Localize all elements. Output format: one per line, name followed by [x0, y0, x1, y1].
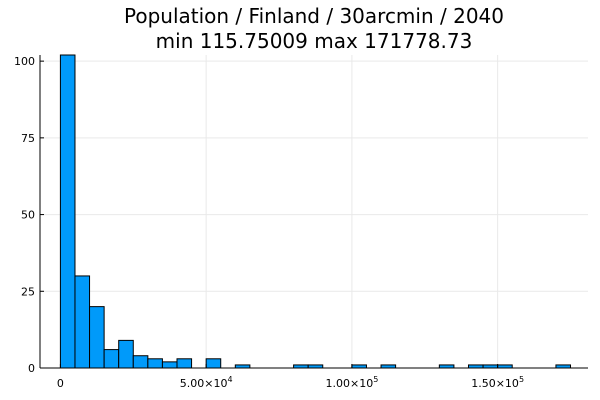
y-tick-label: 100	[14, 55, 35, 68]
histogram-bar	[176, 358, 193, 369]
y-tick-label: 0	[28, 362, 35, 375]
x-tick-label: 1.50×105	[471, 375, 524, 390]
chart-title: Population / Finland / 30arcmin / 2040	[124, 4, 504, 28]
x-tick-label: 5.00×104	[180, 375, 233, 390]
y-tick-label: 50	[21, 209, 35, 222]
histogram-bar	[118, 339, 134, 369]
histogram-bar	[147, 358, 163, 369]
histogram-bar	[103, 349, 120, 369]
x-tick-label: 0	[57, 377, 64, 390]
ticks-layer: 0 25 50 75 100 0 5.00×104 1.00×105 1.50×105	[14, 55, 524, 390]
histogram-bar	[161, 361, 178, 369]
grid-layer	[40, 55, 588, 369]
y-tick-label: 75	[21, 132, 35, 145]
histogram-bar	[59, 54, 76, 369]
bars-layer	[59, 54, 572, 369]
y-tick-label: 25	[21, 285, 35, 298]
chart-subtitle: min 115.75009 max 171778.73	[156, 29, 473, 53]
x-tick-label: 1.00×105	[325, 375, 378, 390]
axes-layer	[39, 55, 588, 369]
histogram-bar	[74, 275, 91, 369]
histogram-bar	[205, 358, 222, 369]
histogram-bar	[89, 306, 105, 369]
histogram-bar	[132, 355, 149, 369]
